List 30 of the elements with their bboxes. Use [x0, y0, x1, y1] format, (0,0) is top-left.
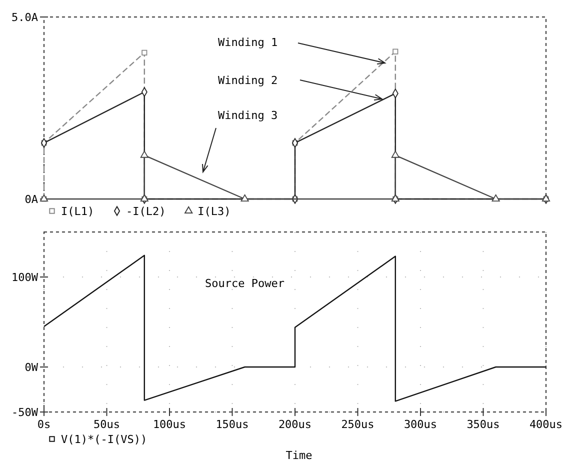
point — [492, 194, 500, 202]
x-tick-label: 0s — [37, 418, 51, 431]
y-tick-label: 0A — [24, 193, 38, 206]
line-series — [43, 254, 547, 402]
y-tick-label: 5.0A — [12, 11, 38, 24]
x-tick-label: 250us — [341, 418, 374, 431]
x-tick-label: 350us — [466, 418, 500, 431]
point — [392, 48, 398, 54]
point — [140, 150, 148, 158]
y-tick-label: 0W — [24, 361, 38, 374]
y-tick-label: -50W — [12, 406, 38, 419]
point — [391, 150, 400, 158]
legend-label: I(L3) — [198, 205, 231, 218]
annotation: Winding 3 — [218, 109, 278, 122]
legend-label: -I(L2) — [126, 205, 166, 218]
x-tick-label: 300us — [404, 418, 438, 431]
x-tick-label: 50us — [94, 418, 120, 431]
annotation: Source Power — [205, 277, 285, 290]
x-axis-title: Time — [286, 449, 312, 462]
x-tick-label: 100us — [152, 418, 186, 431]
x-tick-label: 150us — [216, 418, 249, 431]
point — [240, 194, 249, 202]
legend-label: V(1)*(-I(VS)) — [61, 433, 148, 446]
annotation: Winding 1 — [218, 36, 278, 49]
x-tick-label: 400us — [529, 418, 563, 431]
point — [142, 50, 148, 56]
y-tick-label: 100W — [12, 271, 38, 284]
annotation: Winding 2 — [218, 74, 278, 87]
legend-label: I(L1) — [61, 205, 94, 218]
x-tick-label: 200us — [278, 418, 312, 431]
